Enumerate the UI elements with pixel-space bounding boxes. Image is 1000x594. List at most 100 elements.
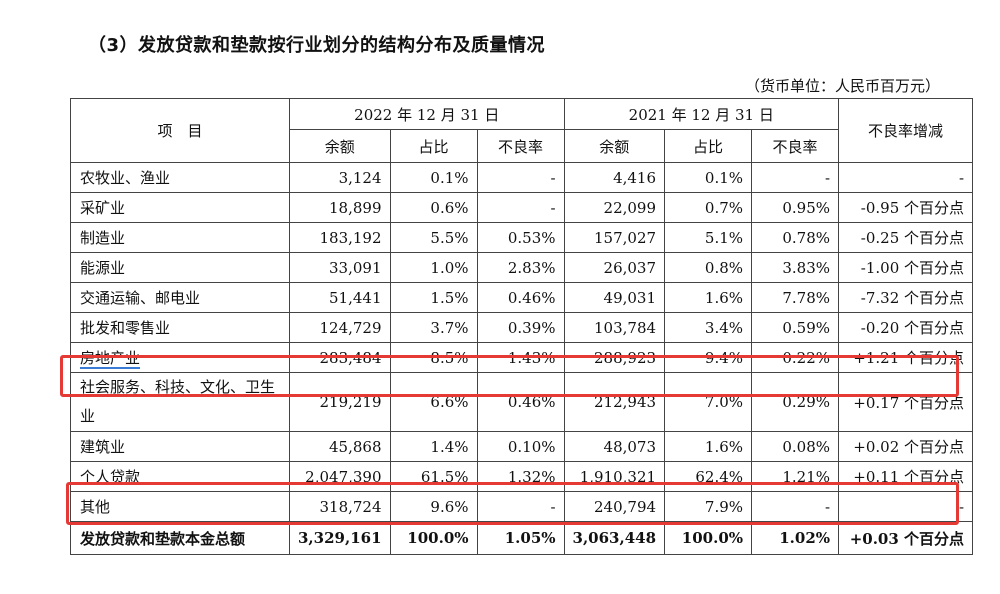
balance-2021-cell: 26,037: [563, 252, 666, 283]
industry-name-cell: 交通运输、邮电业: [70, 282, 290, 313]
header-share: 占比: [664, 129, 753, 163]
industry-name-cell: 社会服务、科技、文化、卫生业: [70, 372, 290, 432]
share-2021-cell: 0.7%: [664, 192, 753, 223]
industry-name-cell: 批发和零售业: [70, 312, 290, 343]
balance-2022-cell: 2,047,390: [289, 461, 391, 492]
balance-2022-cell: 18,899: [289, 192, 391, 223]
share-2022-cell: 8.5%: [389, 342, 478, 373]
share-2022-cell: 61.5%: [389, 461, 478, 492]
balance-2021-cell: 48,073: [563, 431, 666, 462]
industry-name-cell: 制造业: [70, 222, 290, 253]
industry-name-cell: 个人贷款: [70, 461, 290, 492]
industry-name-cell: 房地产业: [70, 342, 290, 373]
industry-name-cell: 发放贷款和垫款本金总额: [70, 521, 290, 555]
balance-2022-cell: 3,124: [289, 162, 391, 193]
industry-name-cell: 能源业: [70, 252, 290, 283]
share-2022-cell: 0.1%: [389, 162, 478, 193]
share-2021-cell: 3.4%: [664, 312, 753, 343]
industry-name-cell: 其他: [70, 491, 290, 522]
header-item: 项 目: [70, 98, 290, 163]
balance-2021-cell: 4,416: [563, 162, 666, 193]
balance-2021-cell: 157,027: [563, 222, 666, 253]
npl-2022-cell: -: [476, 491, 565, 522]
table-row: 批发和零售业 124,729 3.7% 0.39% 103,784 3.4% 0.59% -0…: [70, 312, 974, 343]
table-row: 交通运输、邮电业 51,441 1.5% 0.46% 49,031 1.6% 7.78% -7…: [70, 282, 974, 313]
table-row: 建筑业 45,868 1.4% 0.10% 48,073 1.6% 0.08% +0.02 个…: [70, 431, 974, 462]
balance-2021-cell: 288,923: [563, 342, 666, 373]
npl-2022-cell: 0.46%: [476, 282, 565, 313]
table-row: 农牧业、渔业 3,124 0.1% -4,416 0.1% - -: [70, 162, 974, 193]
share-2022-cell: 1.0%: [389, 252, 478, 283]
share-2021-cell: 7.0%: [664, 372, 753, 432]
share-2022-cell: 6.6%: [389, 372, 478, 432]
header-balance: 余额: [563, 129, 666, 163]
balance-2021-cell: 49,031: [563, 282, 666, 313]
npl-2021-cell: 0.08%: [751, 431, 840, 462]
npl-change-cell: -: [838, 491, 974, 522]
npl-2021-cell: 0.95%: [751, 192, 840, 223]
table-row: 房地产业 283,484 8.5% 1.43% 288,923 9.4% 0.22% +1.2…: [70, 342, 974, 373]
npl-2022-cell: 1.05%: [476, 521, 565, 555]
balance-2021-cell: 3,063,448: [563, 521, 666, 555]
balance-2022-cell: 33,091: [289, 252, 391, 283]
share-2021-cell: 0.8%: [664, 252, 753, 283]
section-title: （3）发放贷款和垫款按行业划分的结构分布及质量情况: [88, 35, 546, 56]
npl-2022-cell: 0.39%: [476, 312, 565, 343]
share-2022-cell: 9.6%: [389, 491, 478, 522]
balance-2022-cell: 45,868: [289, 431, 391, 462]
npl-2021-cell: -: [751, 491, 840, 522]
npl-change-cell: -0.25 个百分点: [838, 222, 974, 253]
balance-2022-cell: 283,484: [289, 342, 391, 373]
header-npl-ratio: 不良率: [751, 129, 840, 163]
npl-change-cell: +1.21 个百分点: [838, 342, 974, 373]
npl-change-cell: +0.11 个百分点: [838, 461, 974, 492]
balance-2021-cell: 240,794: [563, 491, 666, 522]
npl-2022-cell: -: [476, 162, 565, 193]
npl-2022-cell: -: [476, 192, 565, 223]
share-2022-cell: 1.5%: [389, 282, 478, 313]
loan-distribution-table: 项 目 2022 年 12 月 31 日 2021 年 12 月 31 日 不良…: [70, 98, 974, 555]
share-2022-cell: 5.5%: [389, 222, 478, 253]
table-row: 发放贷款和垫款本金总额 3,329,161 100.0% 1.05% 3,063,448…: [70, 521, 974, 555]
share-2021-cell: 0.1%: [664, 162, 753, 193]
npl-change-cell: +0.03 个百分点: [838, 521, 974, 555]
npl-change-cell: -0.95 个百分点: [838, 192, 974, 223]
npl-2021-cell: -: [751, 162, 840, 193]
industry-name-cell: 采矿业: [70, 192, 290, 223]
share-2021-cell: 5.1%: [664, 222, 753, 253]
npl-change-cell: +0.02 个百分点: [838, 431, 974, 462]
share-2021-cell: 1.6%: [664, 282, 753, 313]
npl-2022-cell: 0.10%: [476, 431, 565, 462]
npl-change-cell: +0.17 个百分点: [838, 372, 974, 432]
npl-2021-cell: 7.78%: [751, 282, 840, 313]
table-row: 采矿业 18,899 0.6% -22,099 0.7% 0.95% -0.95 个百分点: [70, 192, 974, 223]
npl-2021-cell: 1.21%: [751, 461, 840, 492]
share-2021-cell: 7.9%: [664, 491, 753, 522]
industry-name-text: 房地产业: [80, 349, 141, 369]
header-npl-change: 不良率增减: [838, 98, 974, 163]
header-year-2022: 2022 年 12 月 31 日: [289, 98, 565, 130]
balance-2022-cell: 318,724: [289, 491, 391, 522]
npl-2021-cell: 0.59%: [751, 312, 840, 343]
npl-change-cell: -0.20 个百分点: [838, 312, 974, 343]
table-row: 其他 318,724 9.6% -240,794 7.9% - -: [70, 491, 974, 522]
header-year-2021: 2021 年 12 月 31 日: [563, 98, 840, 130]
balance-2021-cell: 1,910,321: [563, 461, 666, 492]
share-2021-cell: 62.4%: [664, 461, 753, 492]
balance-2021-cell: 103,784: [563, 312, 666, 343]
npl-2021-cell: 0.29%: [751, 372, 840, 432]
balance-2021-cell: 212,943: [563, 372, 666, 432]
table-row: 制造业 183,192 5.5% 0.53% 157,027 5.1% 0.78% -0.25…: [70, 222, 974, 253]
balance-2022-cell: 183,192: [289, 222, 391, 253]
npl-2021-cell: 0.22%: [751, 342, 840, 373]
npl-change-cell: -7.32 个百分点: [838, 282, 974, 313]
npl-change-cell: -1.00 个百分点: [838, 252, 974, 283]
header-balance: 余额: [289, 129, 391, 163]
balance-2021-cell: 22,099: [563, 192, 666, 223]
npl-2022-cell: 1.43%: [476, 342, 565, 373]
currency-unit-note: （货币单位：人民币百万元）: [744, 77, 940, 95]
npl-2022-cell: 1.32%: [476, 461, 565, 492]
share-2022-cell: 0.6%: [389, 192, 478, 223]
npl-2022-cell: 0.46%: [476, 372, 565, 432]
share-2022-cell: 3.7%: [389, 312, 478, 343]
